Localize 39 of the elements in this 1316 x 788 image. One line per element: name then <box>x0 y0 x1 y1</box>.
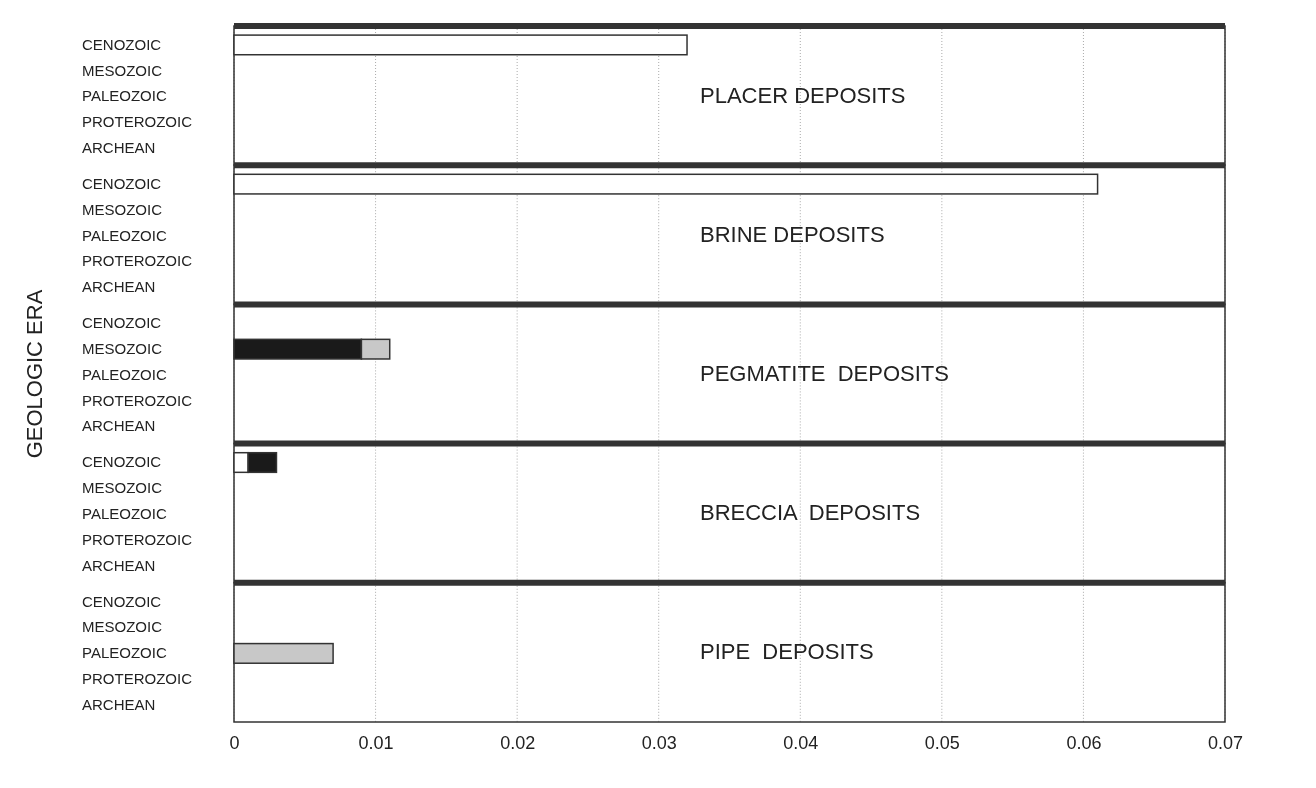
y-tick-label: MESOZOIC <box>82 200 163 218</box>
x-tick-label: 0.07 <box>1207 732 1244 753</box>
y-tick-label: PROTEROZOIC <box>82 391 193 409</box>
y-axis-title: GEOLOGIC ERA <box>22 289 47 459</box>
y-tick-label: PROTEROZOIC <box>82 530 193 548</box>
y-tick-label: ARCHEAN <box>82 417 156 435</box>
y-tick-label: CENOZOIC <box>82 314 162 332</box>
y-tick-label: PALEOZOIC <box>82 226 167 244</box>
x-tick-label: 0 <box>229 732 240 753</box>
y-tick-label: CENOZOIC <box>82 592 162 610</box>
annotation: PEGMATITE DEPOSITS <box>700 361 949 386</box>
annotation: PLACER DEPOSITS <box>700 82 906 108</box>
y-tick-label: PALEOZOIC <box>82 87 167 105</box>
y-tick-label: CENOZOIC <box>82 453 162 471</box>
y-tick-label: ARCHEAN <box>82 139 156 157</box>
y-tick-label: PROTEROZOIC <box>82 670 193 688</box>
y-tick-label: CENOZOIC <box>82 35 162 53</box>
y-tick-label: MESOZOIC <box>82 339 163 357</box>
y-tick-label: ARCHEAN <box>82 556 156 574</box>
y-tick-label: PROTEROZOIC <box>82 113 193 131</box>
y-tick-label: ARCHEAN <box>82 695 156 713</box>
x-tick-label: 0.02 <box>500 732 536 753</box>
y-tick-label: PALEOZOIC <box>82 505 167 522</box>
y-tick-label: PALEOZOIC <box>82 365 167 383</box>
x-tick-label: 0.04 <box>783 732 819 753</box>
y-tick-label: MESOZOIC <box>82 479 163 497</box>
y-tick-label: ARCHEAN <box>82 278 156 296</box>
x-tick-label: 0.01 <box>358 732 394 753</box>
y-tick-label: MESOZOIC <box>82 61 163 79</box>
x-tick-label: 0.06 <box>1066 732 1102 753</box>
annotation: BRINE DEPOSITS <box>700 221 885 247</box>
annotation: BRECCIA DEPOSITS <box>700 500 921 526</box>
y-tick-label: PROTEROZOIC <box>82 252 193 270</box>
y-tick-label: CENOZOIC <box>82 174 162 192</box>
y-tick-label: MESOZOIC <box>82 618 163 636</box>
x-tick-label: 0.03 <box>641 732 677 753</box>
annotation: PIPE DEPOSITS <box>700 639 874 665</box>
x-tick-label: 0.05 <box>924 732 960 753</box>
y-tick-label: PALEOZOIC <box>82 644 167 662</box>
